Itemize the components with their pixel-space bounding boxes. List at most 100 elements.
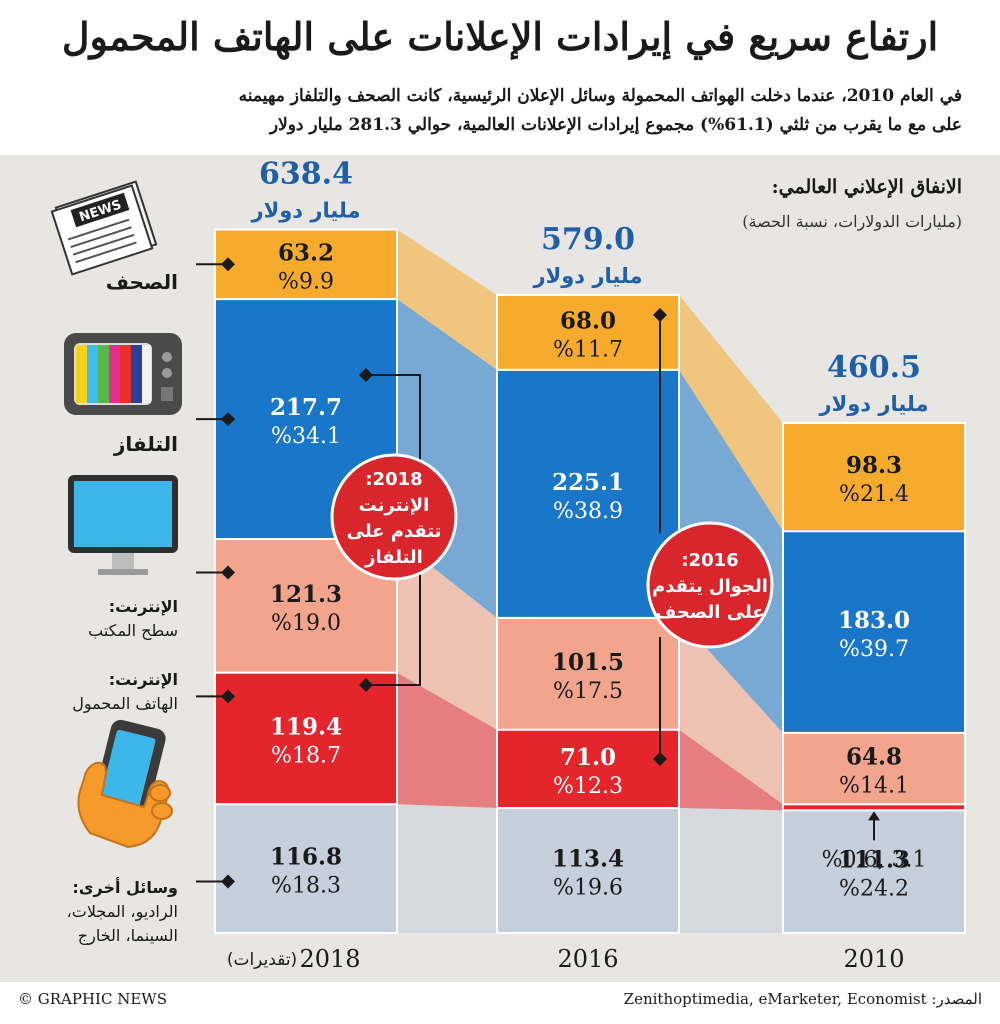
callout-diamond-top-0 xyxy=(359,368,373,382)
label-other: وسائل أخرى: الراديو، المجلات، السينما، ا… xyxy=(67,876,178,948)
mobile-phone-in-hand-icon xyxy=(77,719,173,849)
total-unit-2018: مليار دولار xyxy=(251,198,361,222)
callout-text-0-3: التلفاز xyxy=(364,547,423,568)
flow-newspapers-1 xyxy=(679,294,783,532)
bar-desktop-2016 xyxy=(496,616,680,731)
year-label-2018: 2018 xyxy=(299,945,360,973)
share-label-newspapers-2016: %11.7 xyxy=(553,337,623,362)
label-internet-desktop-line1: الإنترنت: xyxy=(108,597,178,616)
desktop-monitor-icon xyxy=(68,475,178,575)
value-label-mobile-2018: 119.4 xyxy=(270,713,342,740)
callout-diamond-bottom-1 xyxy=(653,752,667,766)
value-label-tv-2016: 225.1 xyxy=(552,469,624,496)
share-label-desktop-2010: %14.1 xyxy=(839,774,909,799)
value-label-desktop-2016: 101.5 xyxy=(552,649,624,676)
bar-labels: 63.2 %9.9 217.7 %34.1 121.3 %19.0 119.4 %18.7 11… xyxy=(270,239,926,901)
label-tv: التلفاز xyxy=(113,432,178,456)
value-label-newspapers-2010: 98.3 xyxy=(846,452,902,479)
year-label-2010: 2010 xyxy=(843,945,904,973)
flow-desktop-0 xyxy=(397,539,497,730)
callout-circle-0 xyxy=(330,453,458,581)
share-label-mobile-2018: %18.7 xyxy=(271,743,341,768)
tv-icon xyxy=(64,333,182,415)
label-internet-mobile: الإنترنت: الهاتف المحمول xyxy=(72,668,178,716)
callout-text-0-1: الإنترنت xyxy=(359,495,430,516)
flow-mobile-1 xyxy=(679,729,783,811)
category-icons: NEWS xyxy=(50,180,182,849)
callout-connector-top-0 xyxy=(366,374,421,465)
leader-diamond-mobile xyxy=(221,689,235,704)
bar-newspapers-2016 xyxy=(496,293,680,371)
bar-newspapers-2018 xyxy=(214,228,398,301)
callout-text-0-0: 2018: xyxy=(365,469,422,490)
share-label-other-2018: %18.3 xyxy=(271,874,341,899)
leader-diamond-newspapers xyxy=(221,257,235,272)
source: المصدر: Zenithoptimedia, eMarketer, Econ… xyxy=(623,990,982,1008)
label-internet-desktop: الإنترنت: سطح المكتب xyxy=(88,595,178,643)
total-unit-2016: مليار دولار xyxy=(533,264,643,288)
label-newspapers: الصحف xyxy=(105,270,178,294)
value-label-tv-2018: 217.7 xyxy=(270,394,342,421)
subtitle-line-2: على مع ما يقرب من ثلثي (61.1%) مجموع إير… xyxy=(269,115,962,135)
share-label-newspapers-2018: %9.9 xyxy=(278,269,334,294)
year-labels: 2018(تقديرات) 2016 2010 xyxy=(227,945,905,973)
share-label-tv-2018: %34.1 xyxy=(271,424,341,449)
total-unit-2010: مليار دولار xyxy=(819,392,929,416)
credit: © GRAPHIC NEWS xyxy=(18,990,167,1008)
chart-title: ارتفاع سريع في إيرادات الإعلانات على اله… xyxy=(61,14,939,59)
flow-other-1 xyxy=(679,808,783,933)
callout-text-1-2: على الصحف xyxy=(655,602,764,623)
year-note-2018: (تقديرات) xyxy=(227,950,297,970)
leader-diamond-tv xyxy=(221,412,235,427)
value-label-other-2010: 111.3 xyxy=(838,847,910,874)
callout-text-0-2: تتقدم على xyxy=(347,521,442,542)
label-internet-mobile-line2: الهاتف المحمول xyxy=(72,694,178,713)
value-label-desktop-2018: 121.3 xyxy=(270,581,342,608)
share-label-tv-2010: %39.7 xyxy=(839,637,909,662)
unit-title: الانفاق الإعلاني العالمي: xyxy=(771,176,962,198)
newspaper-icon: NEWS xyxy=(50,180,158,276)
share-label-tv-2016: %38.9 xyxy=(553,499,623,524)
callout-diamond-bottom-0 xyxy=(359,678,373,692)
unit-subtitle: (مليارات الدولارات، نسبة الحصة) xyxy=(742,212,962,231)
callout-diamond-top-1 xyxy=(653,308,667,322)
value-label-other-2016: 113.4 xyxy=(552,846,624,873)
callouts: 2018: الإنترنت تتقدم على التلفاز 2016: الجوال… xyxy=(330,308,774,766)
value-label-mobile-2016: 71.0 xyxy=(560,744,616,771)
share-label-other-2010: %24.2 xyxy=(839,877,909,902)
share-label-newspapers-2010: %21.4 xyxy=(839,482,909,507)
value-label-mobile-2010: %0.6, 3.1 xyxy=(822,847,927,872)
stacked-bar-chart: 63.2 %9.9 217.7 %34.1 121.3 %19.0 119.4 %18.7 11… xyxy=(50,156,966,973)
label-internet-mobile-line1: الإنترنت: xyxy=(108,670,178,689)
callout-circle-1 xyxy=(646,521,774,649)
total-value-2010: 460.5 xyxy=(827,350,921,385)
flow-other-0 xyxy=(397,804,497,933)
chart-subtitle: في العام 2010، عندما دخلت الهواتف المحمو… xyxy=(32,82,962,140)
year-label-2016: 2016 xyxy=(557,945,618,973)
share-label-mobile-2016: %12.3 xyxy=(553,774,623,799)
category-leader-lines xyxy=(196,257,235,889)
bar-other-2018 xyxy=(214,803,398,934)
bars xyxy=(214,228,966,935)
flow-desktop-1 xyxy=(679,617,783,805)
label-other-line3: السينما، الخارج xyxy=(77,926,178,945)
leader-diamond-desktop xyxy=(221,565,235,580)
bar-newspapers-2010 xyxy=(782,421,966,533)
share-label-desktop-2018: %19.0 xyxy=(271,611,341,636)
leader-diamond-other xyxy=(221,874,235,889)
share-label-other-2016: %19.6 xyxy=(553,876,623,901)
total-value-2018: 638.4 xyxy=(259,156,353,191)
bar-mobile-2016 xyxy=(496,728,680,810)
flow-mobile-0 xyxy=(397,672,497,809)
share-label-desktop-2016: %17.5 xyxy=(553,679,623,704)
value-label-other-2018: 116.8 xyxy=(270,844,342,871)
label-internet-desktop-line2: سطح المكتب xyxy=(88,621,178,640)
value-label-tv-2010: 183.0 xyxy=(838,607,910,634)
bar-other-2016 xyxy=(496,807,680,934)
callout-text-1-0: 2016: xyxy=(681,550,738,571)
label-other-line2: الراديو، المجلات، xyxy=(66,902,178,921)
subtitle-line-1: في العام 2010، عندما دخلت الهواتف المحمو… xyxy=(238,86,962,106)
callout-connector-bottom-0 xyxy=(366,569,421,686)
value-label-newspapers-2016: 68.0 xyxy=(560,307,616,334)
value-label-newspapers-2018: 63.2 xyxy=(278,239,334,266)
